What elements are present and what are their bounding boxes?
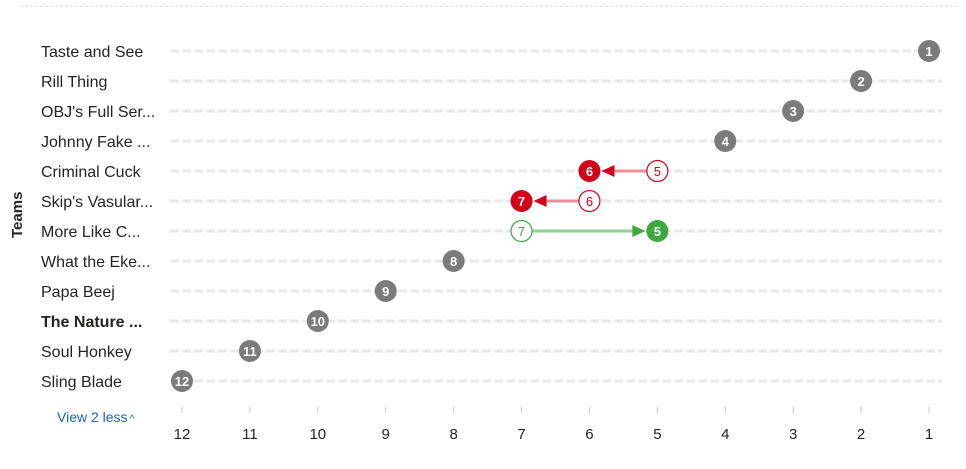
team-label: Skip's Vasular... xyxy=(41,194,153,211)
team-label: Taste and See xyxy=(41,44,143,61)
team-label: OBJ's Full Ser... xyxy=(41,104,155,121)
team-label: Sling Blade xyxy=(41,374,122,391)
team-label: Papa Beej xyxy=(41,284,115,301)
team-label: Rill Thing xyxy=(41,74,107,91)
previous-rank-label: 6 xyxy=(586,194,593,209)
team-label: Criminal Cuck xyxy=(41,164,142,181)
x-tick-label: 9 xyxy=(382,426,390,443)
rank-label: 1 xyxy=(925,44,932,59)
rank-marker xyxy=(578,160,601,182)
rank-marker xyxy=(238,340,261,362)
view-less-button[interactable]: View 2 less ^ xyxy=(57,409,134,425)
x-tick-label: 2 xyxy=(857,426,865,443)
team-label: More Like C... xyxy=(41,224,141,241)
previous-rank-marker xyxy=(510,219,533,243)
rank-marker xyxy=(171,370,193,392)
rank-label: 4 xyxy=(722,134,730,149)
rank-marker xyxy=(374,280,397,302)
team-label: What the Eke... xyxy=(41,254,150,271)
x-tick-label: 12 xyxy=(174,426,191,443)
change-arrowhead xyxy=(533,195,547,207)
x-tick-label: 3 xyxy=(789,426,797,443)
rank-label: 9 xyxy=(382,284,389,299)
rank-marker xyxy=(850,70,873,92)
previous-rank-marker xyxy=(646,159,669,183)
x-tick-label: 8 xyxy=(449,426,457,443)
x-tick-label: 4 xyxy=(721,426,729,443)
rank-marker xyxy=(782,100,805,122)
x-tick-label: 11 xyxy=(242,426,258,443)
rank-marker xyxy=(918,40,940,62)
rank-marker xyxy=(714,130,737,152)
previous-rank-label: 5 xyxy=(654,164,661,179)
view-less-label: View 2 less xyxy=(57,409,128,425)
rank-label: 7 xyxy=(518,194,525,209)
rank-label: 6 xyxy=(586,164,593,179)
change-arrowhead xyxy=(601,165,615,177)
rank-marker xyxy=(306,310,329,332)
x-tick-label: 7 xyxy=(517,426,525,443)
rank-label: 11 xyxy=(243,344,257,359)
rank-marker xyxy=(510,190,533,212)
rank-label: 12 xyxy=(175,374,189,389)
x-tick-label: 6 xyxy=(585,426,593,443)
rank-label: 5 xyxy=(654,224,661,239)
rank-label: 10 xyxy=(311,314,325,329)
team-label: Soul Honkey xyxy=(41,344,132,361)
caret-up-icon: ^ xyxy=(129,414,135,425)
x-tick-label: 1 xyxy=(925,426,933,443)
x-tick-label: 10 xyxy=(309,426,326,443)
team-label: The Nature ... xyxy=(41,314,142,331)
change-arrowhead xyxy=(632,225,646,237)
top-divider xyxy=(20,6,958,7)
team-label: Johnny Fake ... xyxy=(41,134,150,151)
rank-label: 2 xyxy=(857,74,864,89)
rank-label: 3 xyxy=(790,104,797,119)
previous-rank-label: 7 xyxy=(518,224,525,239)
x-tick-label: 5 xyxy=(653,426,661,443)
rank-marker xyxy=(442,250,465,272)
previous-rank-marker xyxy=(578,189,601,213)
rank-label: 8 xyxy=(450,254,457,269)
rank-marker xyxy=(646,220,669,242)
